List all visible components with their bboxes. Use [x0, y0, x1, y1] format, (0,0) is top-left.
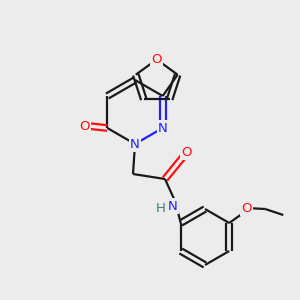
Text: H: H — [156, 202, 166, 215]
Text: O: O — [181, 146, 191, 158]
Text: N: N — [168, 200, 178, 212]
Text: N: N — [130, 137, 140, 151]
Text: O: O — [241, 202, 251, 214]
Text: O: O — [152, 53, 162, 66]
Text: N: N — [158, 122, 168, 134]
Text: O: O — [79, 119, 89, 133]
